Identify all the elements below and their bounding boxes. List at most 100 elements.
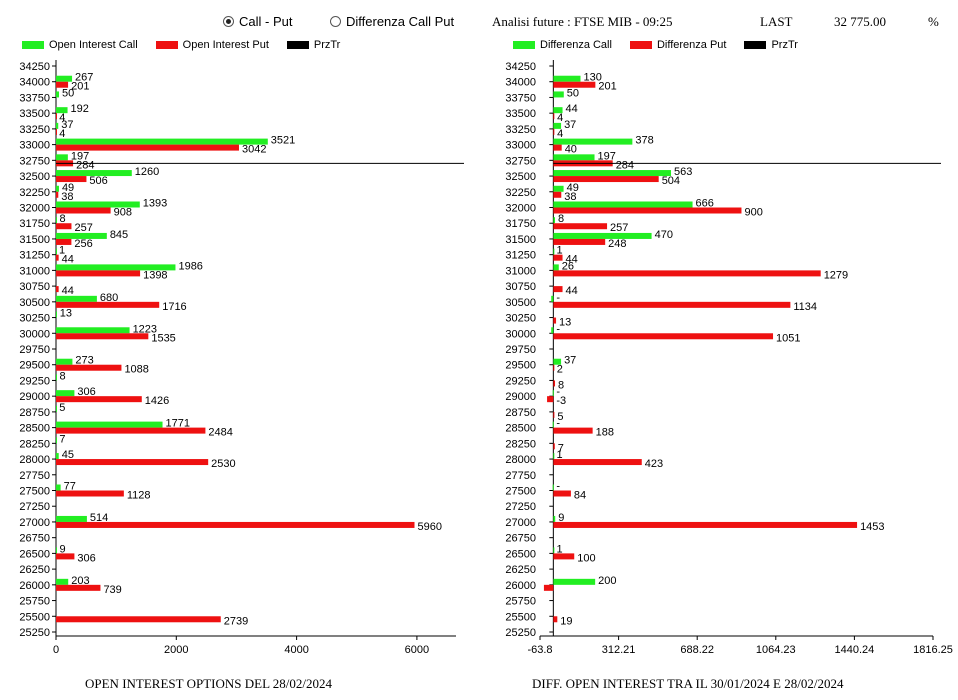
y-tick-label: 26500 (19, 548, 50, 560)
legend-item-diff-put: Differenza Put (629, 39, 727, 51)
put-data-label: 1134 (793, 301, 817, 313)
put-bar (553, 254, 563, 261)
call-bar (56, 421, 163, 428)
x-tick-label: 688.22 (680, 644, 714, 656)
x-tick-label: 1816.25 (913, 644, 953, 656)
y-tick-label: 30750 (19, 281, 50, 293)
call-bar (56, 453, 59, 460)
put-bar (547, 396, 554, 403)
put-bar (56, 333, 149, 340)
y-tick-label: 26250 (505, 564, 536, 576)
y-tick-label: 32250 (19, 187, 50, 199)
legend-swatch-diff-prz (744, 41, 767, 49)
call-data-label: 37 (564, 119, 576, 131)
put-data-label: 1453 (860, 521, 884, 533)
call-data-label: 514 (90, 512, 108, 524)
call-bar (552, 390, 554, 397)
put-bar (543, 584, 554, 591)
call-data-label: 50 (567, 87, 579, 99)
call-bar (553, 107, 563, 114)
put-bar (56, 176, 87, 183)
radio-call-put[interactable]: Call - Put (223, 14, 292, 29)
y-tick-label: 32500 (19, 171, 50, 183)
put-data-label: 13 (559, 317, 571, 329)
call-bar (553, 248, 555, 255)
put-bar (553, 490, 571, 497)
call-data-label: 8 (59, 213, 65, 225)
y-tick-label: 32250 (505, 187, 536, 199)
put-data-label: 201 (598, 81, 616, 93)
call-bar (552, 484, 554, 491)
analysis-title: Analisi future : FTSE MIB - 09:25 (492, 14, 673, 29)
y-tick-label: 30500 (19, 297, 50, 309)
y-tick-label: 30000 (19, 328, 50, 340)
call-bar (552, 421, 554, 428)
y-tick-label: 32500 (505, 171, 536, 183)
y-tick-label: 27250 (19, 501, 50, 513)
y-tick-label: 28000 (19, 454, 50, 466)
y-tick-label: 31500 (19, 234, 50, 246)
legend-label-diff-put: Differenza Put (656, 39, 727, 51)
call-data-label: 1 (59, 245, 65, 257)
put-data-label: 5960 (417, 521, 441, 533)
call-data-label: 13 (60, 308, 72, 320)
put-data-label: 504 (662, 175, 680, 187)
legend-left: Open Interest Call Open Interest Put Prz… (22, 38, 340, 52)
diff-open-interest-chart: 34250 34000 33750 33500 33250 33000 32750 32500… (505, 60, 953, 656)
y-tick-label: 32000 (19, 203, 50, 215)
radio-selected-icon[interactable] (223, 16, 234, 27)
call-data-label: 267 (75, 72, 93, 84)
call-bar (553, 264, 559, 271)
put-data-label: 506 (89, 175, 107, 187)
call-bar (553, 185, 564, 192)
y-tick-label: 25750 (505, 596, 536, 608)
y-tick-label: 33000 (505, 140, 536, 152)
y-tick-label: 27250 (505, 501, 536, 513)
put-data-label: 1535 (151, 332, 175, 344)
put-bar (553, 113, 555, 120)
call-bar (551, 295, 554, 302)
call-data-label: 845 (110, 229, 128, 241)
put-data-label: 8 (558, 379, 564, 391)
y-tick-label: 29000 (19, 391, 50, 403)
put-bar (553, 443, 555, 450)
legend-item-prz: PrzTr (286, 39, 340, 51)
legend-swatch-call (22, 41, 44, 49)
radio-unselected-icon[interactable] (330, 16, 341, 27)
put-data-label: 423 (645, 458, 663, 470)
call-bar (56, 91, 60, 98)
radio-differenza[interactable]: Differenza Call Put (330, 14, 454, 29)
legend-label-put: Open Interest Put (182, 39, 269, 51)
call-bar (553, 201, 693, 208)
put-data-label: 4 (557, 128, 563, 140)
x-tick-label: 6000 (405, 644, 429, 656)
put-bar (56, 207, 111, 214)
put-bar (553, 459, 642, 466)
x-tick-label: 2000 (164, 644, 188, 656)
call-data-label: 3521 (271, 135, 295, 147)
call-bar (56, 390, 75, 397)
call-bar (56, 311, 57, 318)
put-bar (553, 286, 563, 293)
top-bar: Call - Put Differenza Call Put Analisi f… (0, 12, 958, 34)
call-bar (553, 453, 555, 460)
call-bar (56, 248, 57, 255)
call-data-label: 192 (71, 103, 89, 115)
call-bar (553, 91, 564, 98)
call-data-label: - (556, 323, 560, 335)
put-data-label: 44 (566, 254, 578, 266)
call-bar (56, 232, 107, 239)
call-data-label: 1771 (166, 418, 190, 430)
call-data-label: 49 (567, 182, 579, 194)
call-bar (553, 75, 581, 82)
y-tick-label: 27750 (505, 470, 536, 482)
put-data-label: 284 (76, 159, 94, 171)
y-tick-label: 30750 (505, 281, 536, 293)
call-data-label: 130 (584, 72, 602, 84)
put-bar (56, 113, 57, 120)
y-tick-label: 25750 (19, 596, 50, 608)
call-data-label: 26 (562, 260, 574, 272)
put-data-label: 84 (574, 490, 586, 502)
call-data-label: 306 (77, 386, 95, 398)
call-data-label: 563 (674, 166, 692, 178)
